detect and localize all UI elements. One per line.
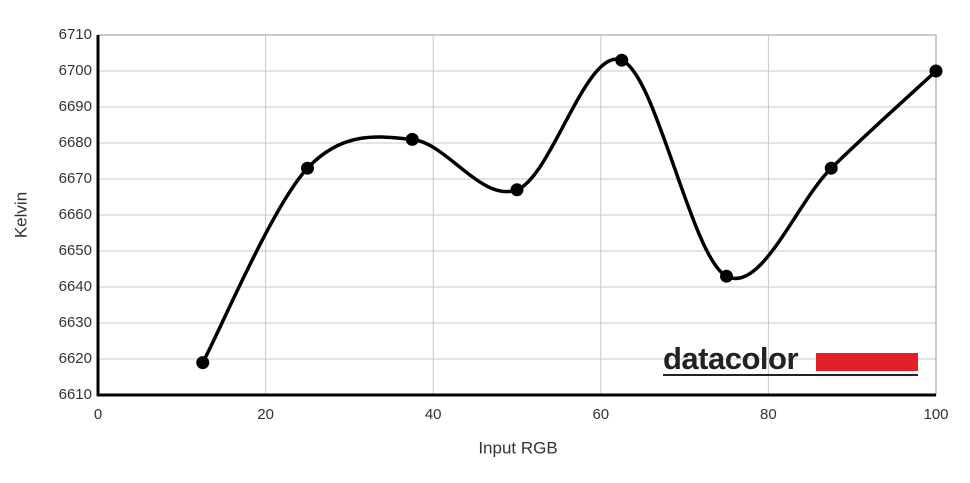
y-tick-label: 6710 <box>59 26 92 43</box>
line <box>201 57 938 364</box>
y-tick-label: 6700 <box>59 62 92 79</box>
point <box>405 132 419 146</box>
x-tick-label: 40 <box>425 406 442 423</box>
point <box>615 53 629 67</box>
y-tick-label: 6620 <box>59 350 92 367</box>
logo-text: datacolor <box>663 341 798 376</box>
point <box>510 183 524 197</box>
x-tick-label: 20 <box>257 406 274 423</box>
y-tick-label: 6650 <box>59 242 92 259</box>
y-tick-label: 6630 <box>59 314 92 331</box>
point <box>196 356 210 370</box>
x-tick-label: 100 <box>923 406 948 423</box>
y-tick-label: 6670 <box>59 170 92 187</box>
y-tick-label: 6680 <box>59 134 92 151</box>
y-tick-label: 6610 <box>59 386 92 403</box>
logo-bar <box>816 353 918 371</box>
x-tick-label: 0 <box>94 406 102 423</box>
y-axis-label: Kelvin <box>11 192 30 238</box>
logo: datacolor <box>663 341 918 376</box>
y-tick-label: 6690 <box>59 98 92 115</box>
x-axis-label: Input RGB <box>478 438 557 457</box>
x-tick-label: 80 <box>760 406 777 423</box>
point <box>929 64 943 78</box>
x-tick-label: 60 <box>592 406 609 423</box>
point <box>301 161 314 175</box>
y-tick-label: 6660 <box>59 206 92 223</box>
y-tick-label: 6640 <box>59 278 92 295</box>
point <box>720 269 733 283</box>
point <box>824 161 838 175</box>
